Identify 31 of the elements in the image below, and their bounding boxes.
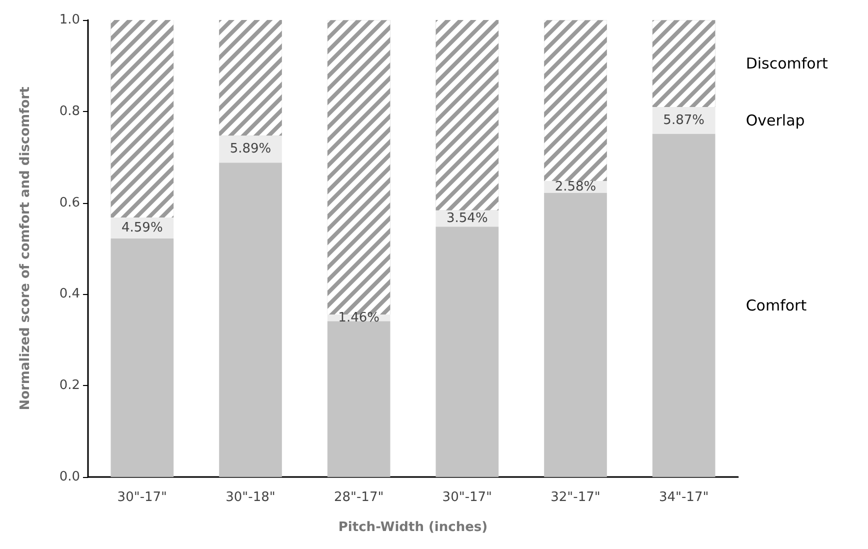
bar (652, 134, 716, 477)
y-axis-title: Normalized score of comfort and discomfort (18, 86, 33, 410)
data-label: 1.46% (338, 310, 380, 326)
data-label: 5.87% (663, 112, 704, 128)
y-tick-label: 0.8 (59, 104, 80, 119)
data-label: 5.89% (230, 142, 272, 157)
data-label: 2.58% (554, 179, 596, 194)
text: Discomfort (746, 54, 828, 73)
y-tick-label: 1.0 (59, 12, 80, 28)
y-tick-label: 0.4 (59, 286, 80, 302)
data-label: 3.54% (446, 210, 488, 226)
bar (219, 162, 282, 477)
text: Comfort (746, 296, 807, 314)
y-tick-label: 0.0 (59, 470, 80, 484)
y-tick-label: 0.6 (59, 195, 80, 210)
x-tick-label: 28"-17" (334, 490, 384, 505)
bar (110, 238, 174, 477)
bar (219, 136, 282, 163)
bar (544, 192, 607, 477)
x-tick-label: 34"-17" (658, 490, 709, 505)
x-tick-label: 30"-17" (442, 490, 492, 505)
x-tick-label: 30"-17" (117, 490, 168, 505)
x-tick-label: 32"-17" (550, 490, 600, 505)
bar (652, 106, 716, 134)
y-tick-label: 0.2 (59, 378, 80, 394)
data-label: 4.59% (122, 220, 163, 236)
text: Overlap (746, 111, 805, 130)
x-axis-title: Pitch-Width (inches) (338, 520, 488, 535)
bar (327, 321, 390, 477)
bar (436, 226, 499, 477)
x-tick-label: 30"-18" (226, 490, 276, 505)
